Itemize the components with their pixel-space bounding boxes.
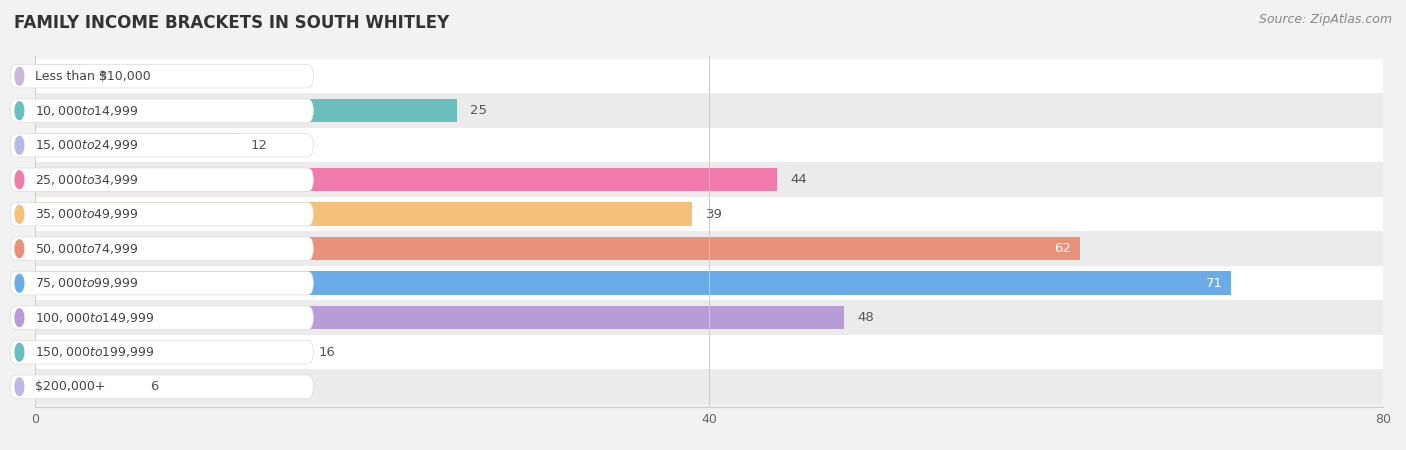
Circle shape <box>15 171 24 189</box>
Bar <box>35 231 1384 266</box>
Circle shape <box>15 240 24 258</box>
Bar <box>35 301 1384 335</box>
Bar <box>35 134 238 157</box>
Circle shape <box>15 343 24 361</box>
Bar <box>35 94 1384 128</box>
Bar <box>35 237 1080 261</box>
FancyBboxPatch shape <box>10 134 314 157</box>
Text: 12: 12 <box>252 139 269 152</box>
Text: 39: 39 <box>706 208 723 220</box>
FancyBboxPatch shape <box>10 64 314 88</box>
Bar <box>35 369 1384 404</box>
FancyBboxPatch shape <box>10 306 314 329</box>
Bar <box>35 59 1384 94</box>
FancyBboxPatch shape <box>10 237 314 261</box>
Text: 44: 44 <box>790 173 807 186</box>
Text: Source: ZipAtlas.com: Source: ZipAtlas.com <box>1258 14 1392 27</box>
Text: FAMILY INCOME BRACKETS IN SOUTH WHITLEY: FAMILY INCOME BRACKETS IN SOUTH WHITLEY <box>14 14 450 32</box>
Text: 3: 3 <box>100 70 108 83</box>
Bar <box>35 266 1384 301</box>
FancyBboxPatch shape <box>10 341 314 364</box>
Circle shape <box>15 309 24 327</box>
Bar <box>35 64 86 88</box>
FancyBboxPatch shape <box>10 271 314 295</box>
Bar <box>35 202 692 226</box>
Text: $10,000 to $14,999: $10,000 to $14,999 <box>35 104 138 118</box>
Bar <box>35 168 776 191</box>
Text: $35,000 to $49,999: $35,000 to $49,999 <box>35 207 138 221</box>
Text: 62: 62 <box>1054 242 1071 255</box>
FancyBboxPatch shape <box>10 168 314 191</box>
Circle shape <box>15 274 24 292</box>
Bar <box>35 128 1384 162</box>
Text: $100,000 to $149,999: $100,000 to $149,999 <box>35 311 155 325</box>
FancyBboxPatch shape <box>10 375 314 398</box>
Text: 25: 25 <box>470 104 486 117</box>
Bar <box>35 375 136 398</box>
Circle shape <box>15 378 24 396</box>
Bar <box>35 335 1384 369</box>
Circle shape <box>15 68 24 85</box>
Text: 6: 6 <box>150 380 159 393</box>
Bar <box>35 99 457 122</box>
Text: Less than $10,000: Less than $10,000 <box>35 70 150 83</box>
Circle shape <box>15 102 24 120</box>
Text: $25,000 to $34,999: $25,000 to $34,999 <box>35 173 138 187</box>
Circle shape <box>15 136 24 154</box>
Text: $15,000 to $24,999: $15,000 to $24,999 <box>35 138 138 152</box>
Text: 16: 16 <box>318 346 335 359</box>
Bar <box>35 306 844 329</box>
Text: 48: 48 <box>858 311 875 324</box>
Text: $50,000 to $74,999: $50,000 to $74,999 <box>35 242 138 256</box>
Bar <box>35 341 305 364</box>
Text: $75,000 to $99,999: $75,000 to $99,999 <box>35 276 138 290</box>
FancyBboxPatch shape <box>10 99 314 122</box>
Circle shape <box>15 205 24 223</box>
Bar <box>35 162 1384 197</box>
Text: 71: 71 <box>1206 277 1223 290</box>
FancyBboxPatch shape <box>10 202 314 226</box>
Text: $150,000 to $199,999: $150,000 to $199,999 <box>35 345 155 359</box>
Bar <box>35 197 1384 231</box>
Bar <box>35 271 1232 295</box>
Text: $200,000+: $200,000+ <box>35 380 105 393</box>
